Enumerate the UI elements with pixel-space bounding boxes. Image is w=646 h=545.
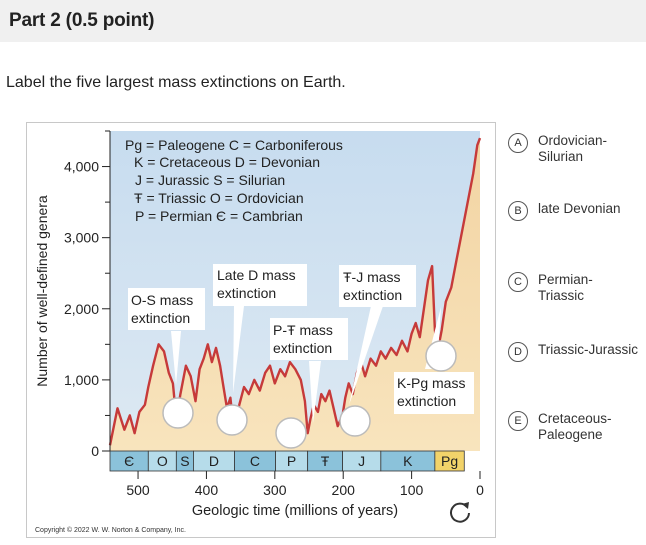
callout-pointer bbox=[309, 361, 321, 423]
period-label: S bbox=[180, 453, 189, 469]
extinction-chart: 0 1,000 2,000 3,000 4,000 500 400 300 200 100 0 Є… bbox=[34, 130, 484, 534]
period-label: P bbox=[287, 453, 296, 469]
period-label: Ŧ bbox=[321, 453, 330, 469]
period-bar: Є O S D C P Ŧ J K Pg bbox=[109, 450, 465, 472]
period-label: C bbox=[250, 453, 260, 469]
x-tick-label: 500 bbox=[126, 482, 150, 498]
option-c[interactable]: C Permian-Triassic bbox=[508, 272, 638, 304]
callout-late-d: Late D mass extinction bbox=[213, 264, 307, 393]
period-label: Pg bbox=[441, 453, 458, 469]
x-axis-label: Geologic time (millions of years) bbox=[192, 503, 398, 519]
x-tick-label: 200 bbox=[332, 482, 356, 498]
drop-target-late-d[interactable] bbox=[216, 404, 248, 436]
part-title: Part 2 (0.5 point) bbox=[9, 10, 155, 31]
callout-text: Ŧ-J mass bbox=[343, 269, 401, 285]
option-badge: B bbox=[508, 201, 528, 221]
y-tick-label: 2,000 bbox=[64, 301, 99, 317]
y-tick-label: 3,000 bbox=[64, 230, 99, 246]
callout-text: extinction bbox=[397, 393, 456, 409]
x-tick-label: 400 bbox=[195, 482, 219, 498]
period-label: D bbox=[209, 453, 219, 469]
callout-text: P-Ŧ mass bbox=[273, 322, 333, 338]
genera-area bbox=[110, 138, 480, 451]
y-tick-label: 1,000 bbox=[64, 372, 99, 388]
callout-text: extinction bbox=[273, 340, 332, 356]
callout-text: extinction bbox=[343, 287, 402, 303]
callout-box bbox=[270, 318, 348, 360]
option-label: Permian-Triassic bbox=[538, 272, 593, 303]
copyright-text: Copyright © 2022 W. W. Norton & Company,… bbox=[35, 526, 186, 534]
legend-line: P = Permian Є = Cambrian bbox=[135, 208, 303, 224]
callout-pointer bbox=[349, 306, 383, 405]
callout-os: O-S mass extinction bbox=[128, 288, 205, 385]
period-label: K bbox=[403, 453, 413, 469]
period-label: O bbox=[157, 453, 168, 469]
legend-line: K = Cretaceous D = Devonian bbox=[134, 154, 320, 170]
option-badge: A bbox=[508, 133, 528, 153]
period-cell bbox=[434, 450, 465, 472]
drop-target-os[interactable] bbox=[162, 397, 194, 429]
callout-box bbox=[213, 264, 307, 306]
option-a[interactable]: A Ordovician-Silurian bbox=[508, 133, 638, 165]
figure-frame: 0 1,000 2,000 3,000 4,000 500 400 300 200 100 0 Є… bbox=[26, 122, 496, 538]
callout-box bbox=[128, 288, 205, 330]
option-e[interactable]: E Cretaceous-Paleogene bbox=[508, 411, 638, 443]
option-b[interactable]: B late Devonian bbox=[508, 201, 638, 221]
drop-target-ptr[interactable] bbox=[275, 417, 307, 449]
option-label: Ordovician-Silurian bbox=[538, 133, 608, 164]
callout-pointer bbox=[171, 331, 181, 385]
drop-targets bbox=[162, 340, 457, 449]
period-label: Є bbox=[124, 453, 134, 469]
reset-icon[interactable] bbox=[446, 498, 474, 526]
option-badge: C bbox=[508, 272, 528, 292]
y-axis: 0 1,000 2,000 3,000 4,000 bbox=[64, 130, 111, 459]
drop-target-trj[interactable] bbox=[339, 405, 371, 437]
callout-box bbox=[394, 372, 474, 414]
answer-options: A Ordovician-Silurian B late Devonian C … bbox=[508, 0, 646, 545]
callout-trj: Ŧ-J mass extinction bbox=[339, 265, 416, 405]
question-instruction: Label the five largest mass extinctions … bbox=[6, 74, 346, 91]
y-tick-label: 0 bbox=[91, 443, 99, 459]
callout-ptr: P-Ŧ mass extinction bbox=[270, 318, 348, 423]
callout-text: Late D mass bbox=[217, 267, 296, 283]
x-tick-label: 300 bbox=[263, 482, 287, 498]
callout-text: extinction bbox=[217, 285, 276, 301]
legend-line: Ŧ = Triassic O = Ordovician bbox=[134, 190, 304, 206]
y-tick-label: 4,000 bbox=[64, 159, 99, 175]
option-badge: E bbox=[508, 411, 528, 431]
callout-text: K-Pg mass bbox=[397, 375, 465, 391]
drop-target-kpg[interactable] bbox=[425, 340, 457, 372]
era-legend: Pg = Paleogene C = Carboniferous K = Cre… bbox=[125, 137, 343, 224]
period-label: J bbox=[358, 453, 365, 469]
callout-text: O-S mass bbox=[131, 292, 193, 308]
callout-pointer bbox=[233, 306, 244, 393]
option-badge: D bbox=[508, 342, 528, 362]
option-label: Cretaceous-Paleogene bbox=[538, 411, 612, 442]
x-axis: 500 400 300 200 100 0 bbox=[126, 471, 484, 498]
option-label: late Devonian bbox=[538, 201, 621, 216]
legend-line: Pg = Paleogene C = Carboniferous bbox=[125, 137, 343, 153]
x-tick-label: 0 bbox=[476, 482, 484, 498]
x-tick-label: 100 bbox=[400, 482, 424, 498]
y-axis-label: Number of well-defined genera bbox=[34, 195, 50, 387]
option-d[interactable]: D Triassic-Jurassic bbox=[508, 342, 638, 362]
option-label: Triassic-Jurassic bbox=[538, 342, 639, 357]
part-header: Part 2 (0.5 point) bbox=[0, 0, 646, 42]
legend-line: J = Jurassic S = Silurian bbox=[135, 172, 285, 188]
callout-text: extinction bbox=[131, 310, 190, 326]
callout-box bbox=[339, 265, 416, 307]
